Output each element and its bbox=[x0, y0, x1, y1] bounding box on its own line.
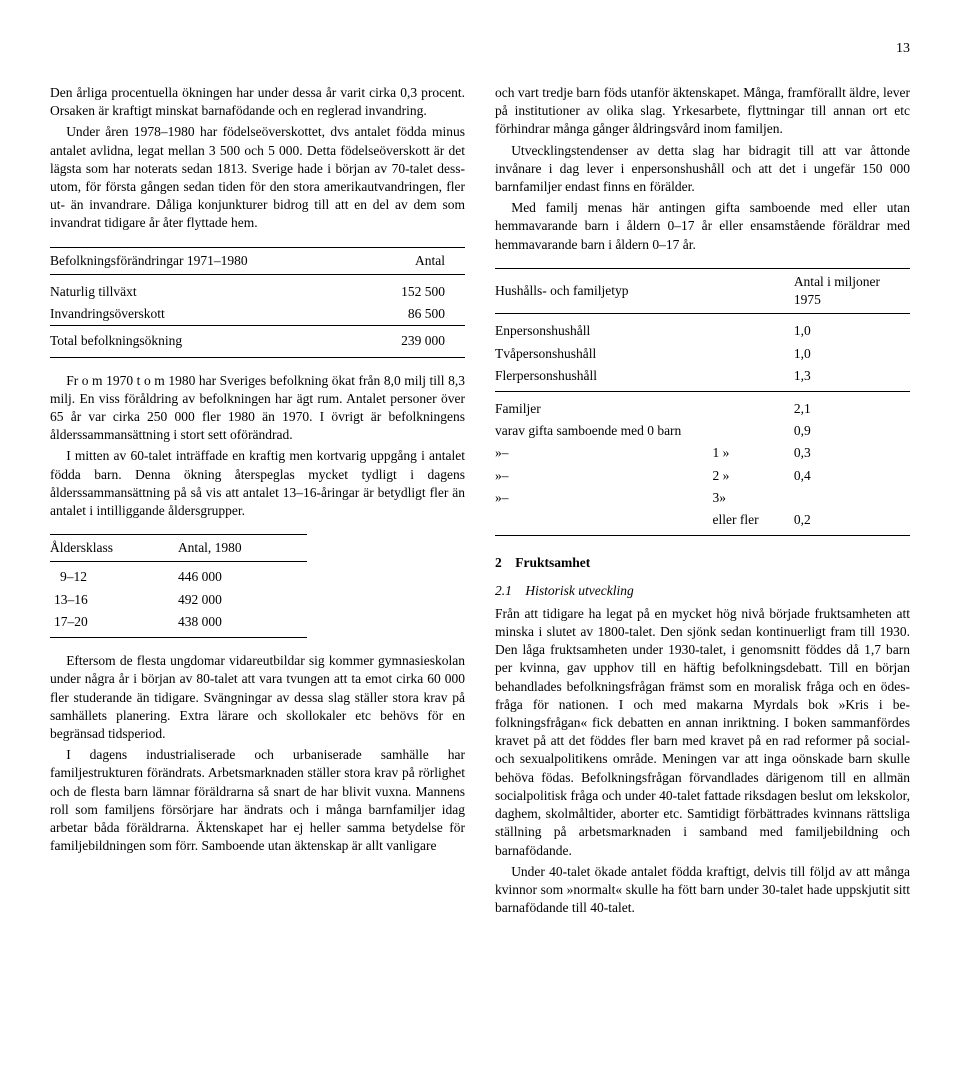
table3-row-mid: eller fler bbox=[713, 509, 794, 536]
table1-row-value: 152 500 bbox=[366, 274, 465, 303]
table-household-family: Hushålls- och familjetyp Antal i miljo­n… bbox=[495, 268, 910, 536]
table3-row-value: 2,1 bbox=[794, 391, 910, 420]
table3-row-label: Flerpersonshushåll bbox=[495, 365, 713, 392]
table3-row-value: 0,3 bbox=[794, 442, 910, 464]
table3-row-value: 1,0 bbox=[794, 343, 910, 365]
table1-header-left: Befolkningsförändringar 1971–1980 bbox=[50, 247, 366, 274]
table3-row-mid: 1 » bbox=[713, 442, 794, 464]
right-para-2: Utvecklingstendenser av detta slag har b… bbox=[495, 142, 910, 197]
left-column: Den årliga procentuella ökningen har und… bbox=[50, 84, 465, 921]
table2-header-left: Åldersklass bbox=[50, 535, 178, 562]
table3-row-value: 1,3 bbox=[794, 365, 910, 392]
right-column: och vart tredje barn föds utanför äktens… bbox=[495, 84, 910, 921]
table1-header-right: Antal bbox=[366, 247, 465, 274]
table3-header-left: Hushålls- och familjetyp bbox=[495, 268, 713, 313]
table1-total-label: Total befolkningsökning bbox=[50, 326, 366, 357]
table1-row-label: Naturlig tillväxt bbox=[50, 274, 366, 303]
page-number: 13 bbox=[50, 40, 910, 59]
table1-row-label: Invandringsöverskott bbox=[50, 303, 366, 326]
table3-row-mid: 3» bbox=[713, 487, 794, 509]
table3-row-value: 1,0 bbox=[794, 314, 910, 343]
table2-row-value: 492 000 bbox=[178, 589, 307, 611]
table3-row-label: varav gifta samboende med 0 barn bbox=[495, 420, 794, 442]
right-para-3: Med familj menas här antingen gifta samb… bbox=[495, 199, 910, 254]
left-para-1: Den årliga procentuella ökningen har und… bbox=[50, 84, 465, 120]
table3-row-label: Enpersonshushåll bbox=[495, 314, 713, 343]
table3-row-value bbox=[794, 487, 910, 509]
table3-row-label: Tvåpersonshushåll bbox=[495, 343, 713, 365]
table2-row-label: 17–20 bbox=[50, 611, 178, 638]
section-2-1-title: 2.1 Historisk utveckling bbox=[495, 582, 910, 600]
left-para-3: Fr o m 1970 t o m 1980 har Sveriges befo… bbox=[50, 372, 465, 445]
text: Den årliga procentuella ökningen har und… bbox=[50, 85, 465, 118]
table3-row-label: »– bbox=[495, 487, 713, 509]
table1-total-value: 239 000 bbox=[366, 326, 465, 357]
table3-row-label: »– bbox=[495, 442, 713, 464]
table2-row-value: 438 000 bbox=[178, 611, 307, 638]
table-age-class: Åldersklass Antal, 1980 9–12446 000 13–1… bbox=[50, 534, 307, 638]
left-para-5: Eftersom de flesta ungdomar vidareutbild… bbox=[50, 652, 465, 743]
table2-header-right: Antal, 1980 bbox=[178, 535, 307, 562]
right-para-5: Under 40-talet ökade antalet födda kraft… bbox=[495, 863, 910, 918]
right-para-4: Från att tidigare ha legat på en mycket … bbox=[495, 605, 910, 860]
table3-row-label: Familjer bbox=[495, 391, 713, 420]
left-para-6: I dagens industrialiserade och urbaniser… bbox=[50, 746, 465, 855]
right-para-1: och vart tredje barn föds utanför äktens… bbox=[495, 84, 910, 139]
two-column-layout: Den årliga procentuella ökningen har und… bbox=[50, 84, 910, 921]
table3-row-value: 0,9 bbox=[794, 420, 910, 442]
table3-row-label: »– bbox=[495, 465, 713, 487]
table2-row-value: 446 000 bbox=[178, 562, 307, 589]
table3-row-mid: 2 » bbox=[713, 465, 794, 487]
left-para-4: I mitten av 60-talet inträffade en kraft… bbox=[50, 447, 465, 520]
left-para-2: Under åren 1978–1980 har födelse­översko… bbox=[50, 123, 465, 232]
table-population-change: Befolkningsförändringar 1971–1980 Antal … bbox=[50, 247, 465, 358]
table3-row-value: 0,4 bbox=[794, 465, 910, 487]
table3-row-value: 0,2 bbox=[794, 509, 910, 536]
table1-row-value: 86 500 bbox=[366, 303, 465, 326]
table2-row-label: 9–12 bbox=[50, 562, 178, 589]
table2-row-label: 13–16 bbox=[50, 589, 178, 611]
table3-header-right: Antal i miljo­ner 1975 bbox=[794, 268, 910, 313]
section-2-title: 2 Fruktsamhet bbox=[495, 554, 910, 572]
